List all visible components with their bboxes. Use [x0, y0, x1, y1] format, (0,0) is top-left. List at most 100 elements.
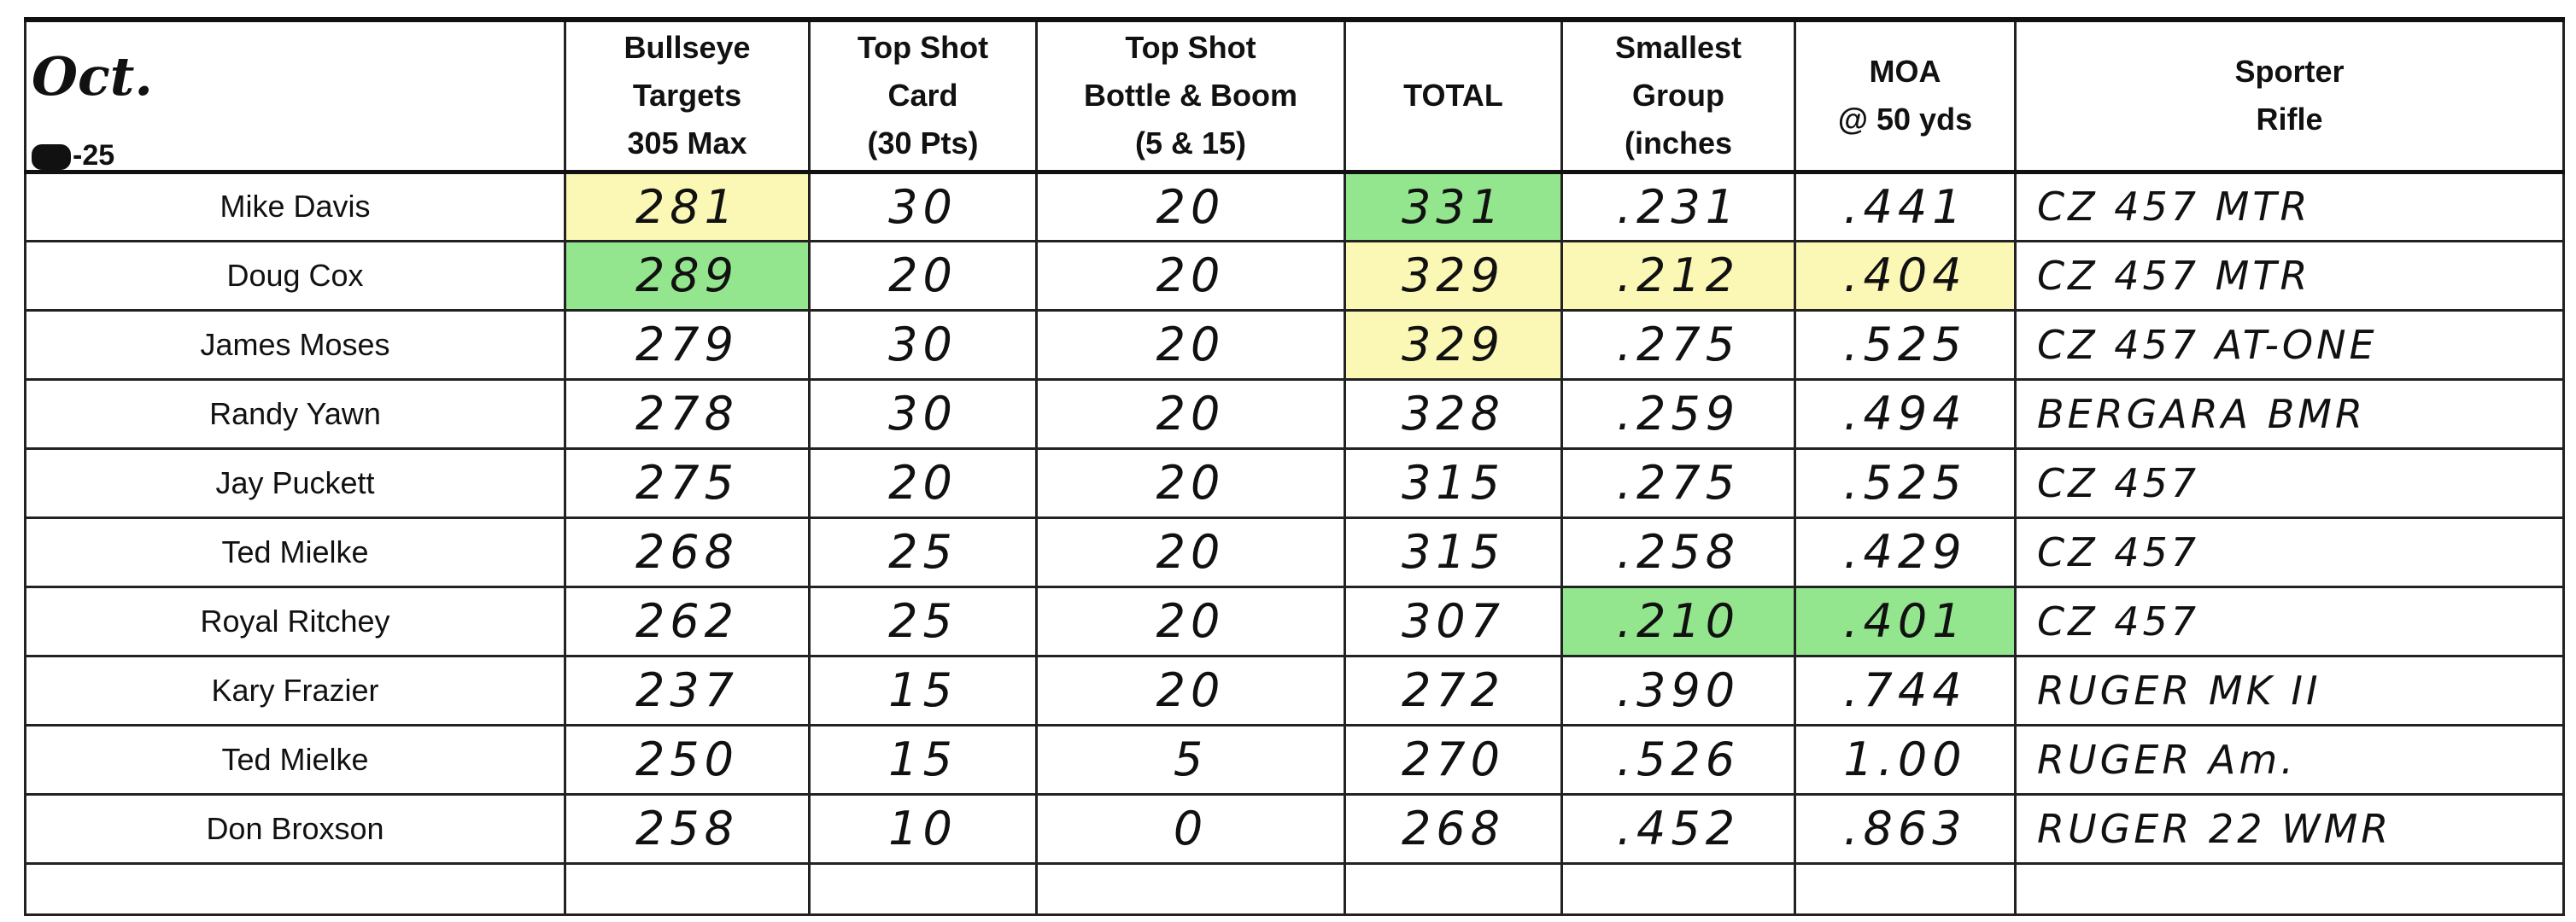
bullseye-cell: 275 [564, 446, 811, 519]
header-line: @ 50 yds [1837, 102, 1973, 137]
column-header-top-shot-card: Top Shot Card (30 Pts) [808, 17, 1038, 174]
rifle-cell: RUGER Am. [2014, 723, 2565, 796]
total-cell: 307 [1344, 585, 1563, 657]
total-cell: 328 [1344, 377, 1563, 450]
card-cell: 30 [808, 308, 1038, 381]
column-header-rifle: Sporter Rifle [2014, 17, 2565, 174]
bullseye-cell: 250 [564, 723, 811, 796]
shooter-name: Randy Yawn [24, 377, 566, 450]
column-header-bullseye: Bullseye Targets 305 Max [564, 17, 811, 174]
shooter-name: Mike Davis [24, 170, 566, 242]
total-cell: 268 [1344, 792, 1563, 865]
score-sheet: Oct. -25 Bullseye Targets 305 Max Top Shot… [24, 17, 2565, 916]
bottle-cell: 20 [1035, 170, 1346, 242]
total-cell: 331 [1344, 170, 1563, 242]
bottle-cell: 0 [1035, 792, 1346, 865]
card-cell: 25 [808, 585, 1038, 657]
header-line: Targets [632, 78, 742, 114]
group-cell: .210 [1560, 585, 1796, 657]
moa-cell: .525 [1794, 446, 2017, 519]
rifle-cell: CZ 457 MTR [2014, 170, 2565, 242]
card-cell: 15 [808, 723, 1038, 796]
table-row: James Moses 279 30 20 329.275.525 CZ 457 AT-O… [24, 308, 2565, 381]
bullseye-cell: 237 [564, 654, 811, 727]
header-row: Oct. -25 Bullseye Targets 305 Max Top Shot… [24, 17, 2565, 174]
shooter-name: James Moses [24, 308, 566, 381]
month-label: Oct. [32, 45, 153, 108]
shooter-name: Royal Ritchey [24, 585, 566, 657]
group-cell: .258 [1560, 516, 1796, 588]
rifle-cell: CZ 457 MTR [2014, 239, 2565, 312]
group-cell: .275 [1560, 308, 1796, 381]
table-row: Royal Ritchey 262 25 20 307.210.401 CZ 457 [24, 585, 2565, 657]
card-cell: 10 [808, 792, 1038, 865]
bullseye-cell: 281 [564, 170, 811, 242]
bullseye-cell: 268 [564, 516, 811, 588]
bottle-cell: 20 [1035, 377, 1346, 450]
redaction-mark [32, 144, 71, 171]
total-cell: 272 [1344, 654, 1563, 727]
card-cell: 20 [808, 239, 1038, 312]
rifle-cell: RUGER MK II [2014, 654, 2565, 727]
results-table: Oct. -25 Bullseye Targets 305 Max Top Shot… [24, 17, 2565, 916]
group-cell: .212 [1560, 239, 1796, 312]
card-cell: 15 [808, 654, 1038, 727]
table-row: Doug Cox 289 20 20 329.212.404 CZ 457 MTR [24, 239, 2565, 312]
column-header-smallest-group: Smallest Group (inches [1560, 17, 1796, 174]
bottle-cell: 20 [1035, 239, 1346, 312]
rifle-cell: CZ 457 [2014, 516, 2565, 588]
group-cell: .275 [1560, 446, 1796, 519]
table-row: Jay Puckett 275 20 20 315.275.525 CZ 457 [24, 446, 2565, 519]
moa-cell: .744 [1794, 654, 2017, 727]
rifle-cell: RUGER 22 WMR [2014, 792, 2565, 865]
header-line: Group [1632, 78, 1724, 114]
rifle-cell: CZ 457 [2014, 585, 2565, 657]
header-line: (30 Pts) [867, 125, 979, 161]
card-cell: 25 [808, 516, 1038, 588]
shooter-name: Doug Cox [24, 239, 566, 312]
group-cell: .390 [1560, 654, 1796, 727]
total-cell: 315 [1344, 446, 1563, 519]
header-line: Top Shot [857, 30, 989, 66]
moa-cell: .401 [1794, 585, 2017, 657]
bullseye-cell: 279 [564, 308, 811, 381]
group-cell: .259 [1560, 377, 1796, 450]
header-line: Bullseye [624, 30, 751, 66]
bottle-cell: 20 [1035, 446, 1346, 519]
bottle-cell: 5 [1035, 723, 1346, 796]
moa-cell: .494 [1794, 377, 2017, 450]
bottle-cell: 20 [1035, 516, 1346, 588]
shooter-name: Ted Mielke [24, 723, 566, 796]
moa-cell: .441 [1794, 170, 2017, 242]
moa-cell: .404 [1794, 239, 2017, 312]
bullseye-cell: 258 [564, 792, 811, 865]
moa-cell: .429 [1794, 516, 2017, 588]
card-cell: 30 [808, 377, 1038, 450]
rifle-cell: CZ 457 [2014, 446, 2565, 519]
moa-cell: 1.00 [1794, 723, 2017, 796]
bullseye-cell: 278 [564, 377, 811, 450]
table-row: Randy Yawn 278 30 20 328.259.494 BERGARA BMR [24, 377, 2565, 450]
shooter-name: Ted Mielke [24, 516, 566, 588]
rifle-cell: CZ 457 AT-ONE [2014, 308, 2565, 381]
shooter-name: Don Broxson [24, 792, 566, 865]
table-row: Don Broxson 258 10 0 268.452.863 RUGER 22 WMR [24, 792, 2565, 865]
total-cell: 329 [1344, 239, 1563, 312]
header-line: TOTAL [1403, 78, 1503, 114]
total-cell: 329 [1344, 308, 1563, 381]
column-header-bottle-boom: Top Shot Bottle & Boom (5 & 15) [1035, 17, 1346, 174]
column-header-total: TOTAL [1344, 17, 1563, 174]
group-cell: .452 [1560, 792, 1796, 865]
header-line: (inches [1624, 125, 1733, 161]
table-row: Ted Mielke 268 25 20 315.258.429 CZ 457 [24, 516, 2565, 588]
bullseye-cell: 289 [564, 239, 811, 312]
shooter-name: Kary Frazier [24, 654, 566, 727]
header-line: MOA [1869, 54, 1941, 90]
header-line: Bottle & Boom [1084, 78, 1297, 114]
header-line: Rifle [2256, 102, 2323, 137]
bottle-cell: 20 [1035, 654, 1346, 727]
header-line: (5 & 15) [1134, 125, 1247, 161]
group-cell: .231 [1560, 170, 1796, 242]
date-cell: Oct. -25 [24, 17, 566, 174]
card-cell: 30 [808, 170, 1038, 242]
